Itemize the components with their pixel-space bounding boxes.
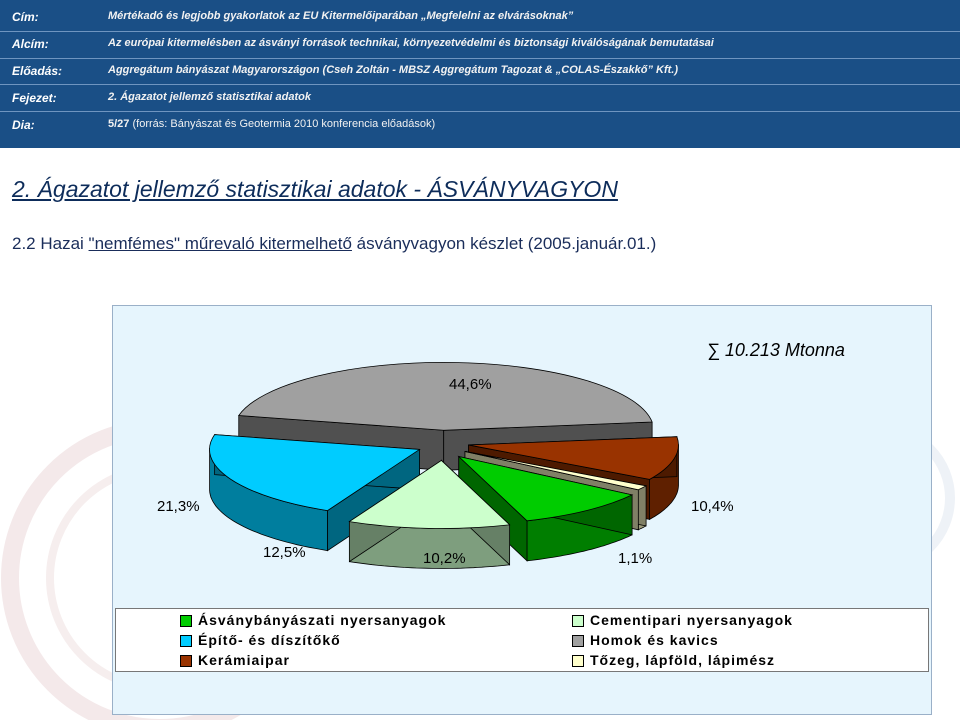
header-value: Az európai kitermelésben az ásványi forr… [108, 37, 714, 49]
header-value: Aggregátum bányászat Magyarországon (Cse… [108, 64, 679, 76]
header-value: 5/27 (forrás: Bányászat és Geotermia 201… [108, 118, 435, 130]
legend-label: Tőzeg, lápföld, lápimész [590, 652, 776, 668]
pie-slice-4 [457, 455, 634, 522]
slide-source: (forrás: Bányászat és Geotermia 2010 kon… [129, 118, 436, 130]
divider [0, 58, 960, 59]
pie-slice-2 [468, 436, 679, 480]
divider [0, 84, 960, 85]
header-label: Fejezet: [12, 91, 57, 105]
pie-slice-1 [238, 362, 653, 431]
legend-swatch [180, 655, 192, 667]
pie-chart: ∑ 10.213 Mtonna 44,6% 10,4% 1,1% 10,2% 1… [112, 305, 932, 715]
legend-swatch [180, 635, 192, 647]
header-row-title: Cím: Mértékadó és legjobb gyakorlatok az… [0, 6, 960, 30]
legend-swatch [572, 655, 584, 667]
data-label: 44,6% [449, 376, 492, 393]
divider [0, 31, 960, 32]
legend-swatch [180, 615, 192, 627]
legend-swatch [572, 635, 584, 647]
subtitle-suffix: ásványvagyon készlet (2005.január.01.) [351, 234, 657, 253]
legend-label: Építő- és díszítőkő [198, 632, 341, 648]
pie-slice-5 [348, 459, 511, 529]
pie-slice-6 [209, 434, 421, 512]
header-row-subtitle: Alcím: Az európai kitermelésben az ásván… [0, 33, 960, 57]
page-subtitle: 2.2 Hazai "nemfémes" műrevaló kitermelhe… [12, 234, 656, 254]
slide-header: Cím: Mértékadó és legjobb gyakorlatok az… [0, 0, 960, 148]
slide-number: 5/27 [108, 118, 130, 130]
legend-label: Kerámiaipar [198, 652, 290, 668]
header-value: 2. Ágazatot jellemző statisztikai adatok [108, 91, 311, 103]
legend-label: Ásványbányászati nyersanyagok [198, 612, 447, 628]
divider [0, 111, 960, 112]
subtitle-underlined: "nemfémes" műrevaló kitermelhető [88, 234, 352, 253]
chart-legend: Ásványbányászati nyersanyagok Cementipar… [115, 608, 929, 672]
data-label: 12,5% [263, 544, 306, 561]
data-label: 21,3% [157, 498, 200, 515]
chart-total: ∑ 10.213 Mtonna [707, 340, 845, 360]
header-label: Cím: [12, 10, 39, 24]
header-label: Előadás: [12, 64, 63, 78]
header-label: Alcím: [12, 37, 49, 51]
legend-swatch [572, 615, 584, 627]
header-label: Dia: [12, 118, 35, 132]
header-row-presentation: Előadás: Aggregátum bányászat Magyarorsz… [0, 60, 960, 84]
header-value: Mértékadó és legjobb gyakorlatok az EU K… [108, 10, 574, 22]
pie-slice-3 [464, 451, 648, 491]
legend-label: Homok és kavics [590, 632, 719, 648]
header-row-slide: Dia: 5/27 (forrás: Bányászat és Geotermi… [0, 114, 960, 138]
data-label: 1,1% [618, 550, 653, 567]
pie-chart-svg [209, 362, 679, 569]
subtitle-prefix: 2.2 Hazai [12, 234, 89, 253]
legend-label: Cementipari nyersanyagok [590, 612, 793, 628]
page-title: 2. Ágazatot jellemző statisztikai adatok… [12, 176, 618, 202]
data-label: 10,2% [423, 550, 466, 567]
data-label: 10,4% [691, 498, 734, 515]
header-row-chapter: Fejezet: 2. Ágazatot jellemző statisztik… [0, 87, 960, 111]
